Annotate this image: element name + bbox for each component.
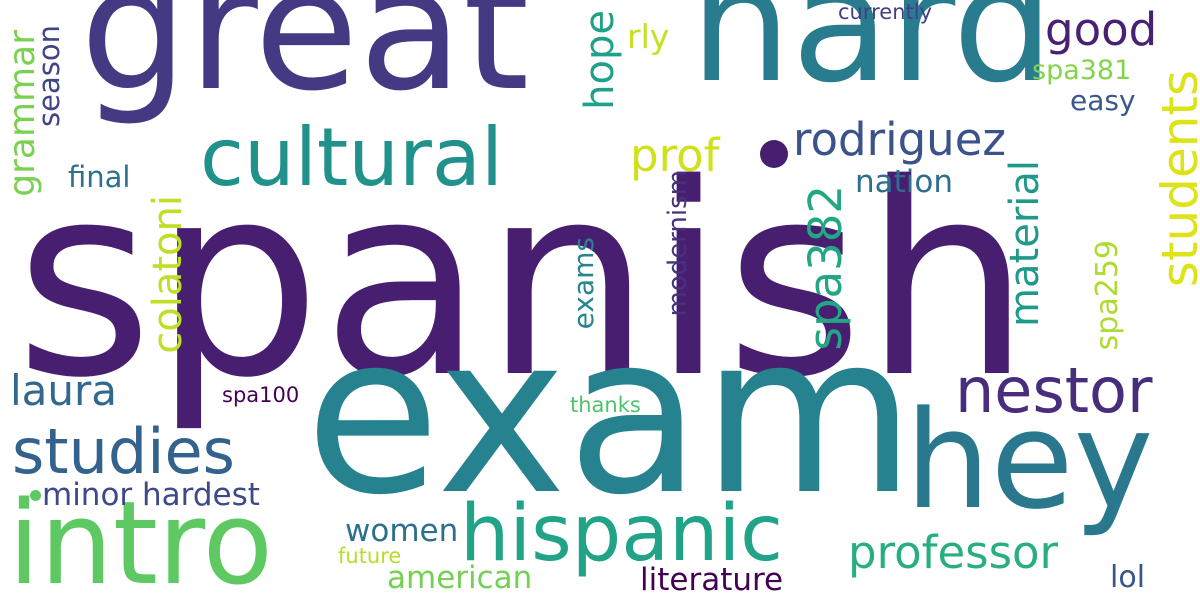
word-students: students [1151, 70, 1200, 288]
word-hey: hey [905, 382, 1154, 539]
word-good: good [1045, 3, 1158, 56]
word-women: women [345, 513, 459, 549]
word-prof: prof [630, 129, 720, 182]
word-rly: rly [627, 17, 670, 56]
word-hispanic: hispanic [460, 489, 784, 579]
word-minor-hardest: minor hardest [42, 477, 260, 513]
word-exams: exams [567, 237, 600, 330]
word-rodriguez: rodriguez [793, 113, 1007, 166]
dot-mark-2 [30, 490, 41, 501]
word-final: final [68, 160, 131, 194]
word-great: great [80, 0, 530, 129]
word-spa100: spa100 [222, 383, 300, 407]
word-literature: literature [640, 562, 784, 598]
word-lol: lol [1110, 560, 1146, 595]
dot-mark-1 [760, 140, 788, 168]
word-currently: currently [838, 0, 933, 24]
word-nation: nation [855, 164, 954, 200]
word-cultural: cultural [200, 111, 504, 204]
word-modernism: modernism [663, 170, 693, 317]
word-intro: intro [8, 477, 274, 600]
word-easy: easy [1070, 84, 1136, 117]
word-material: material [1002, 160, 1048, 327]
word-american: american [387, 560, 533, 596]
word-nestor: nestor [955, 354, 1153, 427]
word-thanks: thanks [570, 393, 641, 417]
word-future: future [338, 544, 402, 568]
word-hope: hope [577, 10, 623, 110]
word-season: season [32, 25, 66, 127]
word-spa382: spa382 [799, 185, 852, 351]
word-spa381: spa381 [1032, 55, 1132, 86]
word-exam: exam [305, 287, 916, 543]
word-hard: hard [690, 0, 1054, 118]
word-colatoni: colatoni [145, 195, 191, 354]
word-professor: professor [848, 526, 1059, 579]
word-spanish: spanish [15, 128, 1032, 436]
word-studies: studies [12, 415, 235, 488]
word-laura: laura [10, 366, 118, 415]
word-spa259: spa259 [1090, 240, 1125, 351]
